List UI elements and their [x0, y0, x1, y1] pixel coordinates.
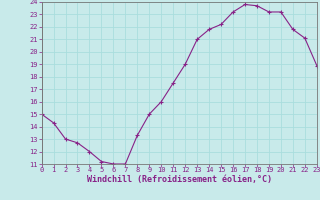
- X-axis label: Windchill (Refroidissement éolien,°C): Windchill (Refroidissement éolien,°C): [87, 175, 272, 184]
